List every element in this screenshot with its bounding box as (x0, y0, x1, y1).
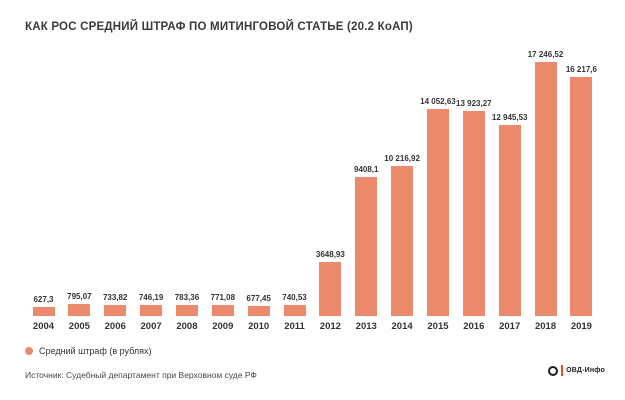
bar-column: 14 052,63 2015 (420, 97, 456, 332)
bar-value-label: 771,08 (210, 292, 236, 302)
bar-year-label: 2019 (570, 321, 592, 332)
chart-title: КАК РОС СРЕДНИЙ ШТРАФ ПО МИТИНГОВОЙ СТАТ… (25, 21, 413, 33)
bar-value-label: 746,19 (138, 293, 164, 302)
legend-label: Средний штраф (в рублях) (39, 346, 152, 356)
bar-year-label: 2008 (176, 321, 198, 332)
legend-dot-icon (25, 347, 33, 355)
bar-column: 9408,1 2013 (349, 165, 384, 332)
bar-year-label: 2011 (284, 321, 305, 332)
bar-year-label: 2004 (32, 321, 55, 332)
bar-column: 783,36 2008 (169, 293, 204, 333)
bar (32, 306, 55, 316)
bar-value-label: 10 216,92 (384, 153, 420, 163)
bar (355, 177, 378, 316)
bar-year-label: 2015 (427, 321, 449, 332)
bar (534, 62, 557, 316)
bar-value-label: 13 923,27 (456, 98, 492, 108)
bar-value-label: 795,07 (67, 292, 92, 302)
bar-year-label: 2018 (534, 321, 557, 332)
bar-year-label: 2013 (355, 321, 377, 332)
bar (68, 304, 91, 316)
bar-value-label: 16 217,6 (565, 65, 597, 75)
bar-value-label: 3648,93 (315, 250, 345, 260)
bar-year-label: 2006 (104, 321, 126, 332)
bar-column: 16 217,6 2019 (564, 65, 599, 332)
bar-year-label: 2007 (140, 321, 162, 332)
bar (570, 77, 593, 316)
bar (498, 125, 521, 316)
bar-value-label: 627,3 (33, 294, 54, 304)
ovd-info-logo: ОВД-Инфо (548, 365, 605, 376)
bar-column: 12 945,53 2017 (491, 113, 528, 332)
bar (283, 305, 306, 316)
bar-column: 740,53 2011 (277, 293, 312, 332)
bar-column: 746,19 2007 (134, 293, 169, 332)
bar-column: 733,82 2006 (98, 293, 133, 332)
bar-year-label: 2014 (391, 321, 413, 332)
bar (175, 304, 198, 316)
bar-value-label: 733,82 (102, 293, 128, 303)
bar-column: 771,08 2009 (205, 293, 240, 332)
bar (391, 165, 414, 316)
legend: Средний штраф (в рублях) (25, 346, 152, 356)
bar (104, 305, 127, 316)
bar-year-label: 2012 (319, 321, 341, 332)
bar-column: 795,07 2005 (62, 292, 97, 332)
bar-year-label: 2009 (212, 321, 234, 332)
bar (426, 109, 449, 316)
bar-column: 10 216,92 2014 (384, 153, 420, 333)
bar-value-label: 17 246,52 (527, 50, 564, 59)
bar-value-label: 740,53 (282, 293, 307, 303)
bar (319, 262, 342, 316)
bar-column: 3648,93 2012 (313, 250, 348, 332)
bar-value-label: 783,36 (174, 292, 200, 302)
logo-ring-icon (548, 365, 559, 376)
bar (211, 304, 234, 316)
bar-year-label: 2010 (248, 321, 270, 332)
bar-column: 677,45 2010 (241, 294, 276, 332)
bar-column: 627,3 2004 (26, 295, 61, 332)
bar-chart: 627,3 2004 795,07 2005 733,82 2006 746,19 2007 7… (26, 50, 599, 332)
bar-column: 17 246,52 2018 (527, 50, 564, 332)
bar-value-label: 12 945,53 (491, 113, 528, 123)
bar-year-label: 2016 (463, 321, 485, 332)
bar-column: 13 923,27 2016 (456, 98, 492, 332)
bar-value-label: 14 052,63 (420, 97, 456, 106)
bar-value-label: 9408,1 (354, 165, 379, 175)
logo-divider (561, 365, 564, 376)
bar-value-label: 677,45 (246, 294, 271, 303)
bar-year-label: 2005 (68, 321, 90, 332)
bar (140, 305, 163, 316)
bar-year-label: 2017 (499, 321, 521, 332)
bar (462, 110, 485, 316)
logo-text: ОВД-Инфо (566, 367, 605, 374)
source-note: Источник: Судебный департамент при Верхо… (25, 370, 257, 380)
bar (247, 306, 270, 316)
